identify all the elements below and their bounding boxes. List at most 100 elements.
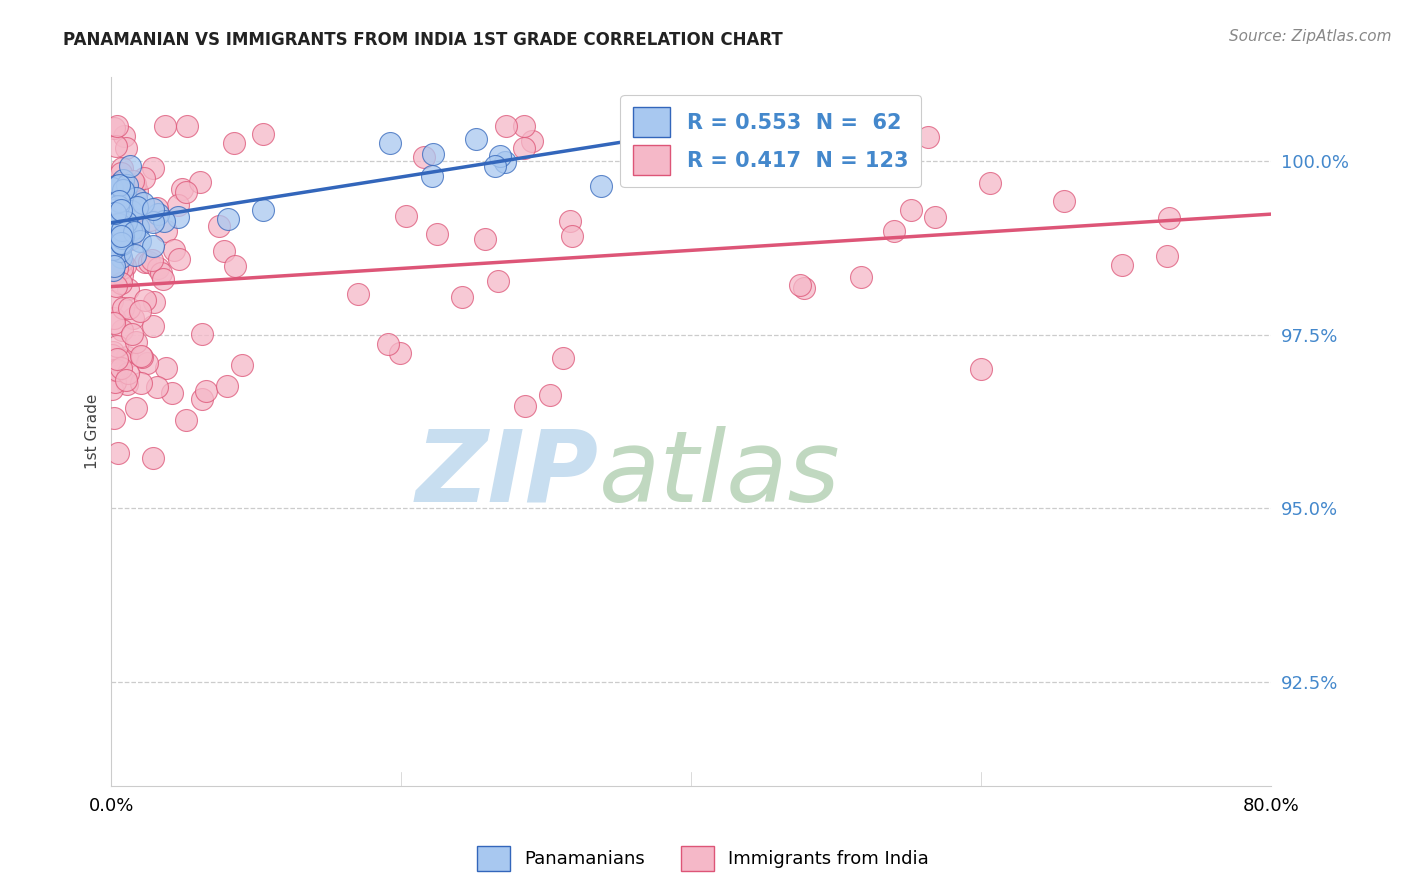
Point (110, 226, 132, 240)
Point (900, 203, 922, 218)
Point (129, 303, 152, 318)
Point (104, 179, 127, 194)
Point (120, 232, 142, 246)
Y-axis label: 1st Grade: 1st Grade (86, 394, 100, 469)
Point (166, 197, 188, 211)
Point (103, 259, 125, 273)
Point (217, 379, 239, 393)
Point (142, 215, 165, 229)
Point (129, 376, 152, 390)
Point (101, 268, 124, 283)
Point (112, 199, 135, 213)
Point (108, 227, 131, 242)
Point (231, 358, 253, 372)
Point (112, 173, 135, 187)
Point (142, 161, 165, 175)
Point (222, 136, 245, 150)
Point (513, 140, 536, 154)
Point (252, 127, 274, 141)
Point (101, 344, 124, 359)
Point (883, 224, 905, 238)
Point (104, 279, 127, 293)
Point (464, 132, 486, 146)
Point (134, 254, 156, 268)
Text: Source: ZipAtlas.com: Source: ZipAtlas.com (1229, 29, 1392, 44)
Point (484, 160, 506, 174)
Point (153, 119, 176, 133)
Point (117, 377, 139, 392)
Point (389, 346, 412, 360)
Point (139, 212, 162, 227)
Point (124, 178, 146, 192)
Point (495, 119, 517, 133)
Point (377, 337, 399, 351)
Point (188, 175, 211, 189)
Point (121, 327, 143, 342)
Point (163, 243, 186, 257)
Point (101, 348, 124, 362)
Point (111, 254, 134, 268)
Point (131, 350, 153, 364)
Point (152, 271, 174, 285)
Point (114, 141, 136, 155)
Point (101, 294, 124, 309)
Point (394, 209, 416, 223)
Point (104, 220, 127, 235)
Point (108, 222, 131, 236)
Point (105, 138, 128, 153)
Point (134, 170, 156, 185)
Point (515, 399, 537, 413)
Point (104, 206, 127, 220)
Point (553, 351, 575, 366)
Point (108, 244, 131, 259)
Point (793, 281, 815, 295)
Point (132, 195, 155, 210)
Point (426, 227, 449, 242)
Point (979, 177, 1001, 191)
Point (111, 223, 134, 237)
Point (494, 155, 516, 169)
Text: PANAMANIAN VS IMMIGRANTS FROM INDIA 1ST GRADE CORRELATION CHART: PANAMANIAN VS IMMIGRANTS FROM INDIA 1ST … (63, 31, 783, 49)
Point (103, 410, 125, 425)
Point (118, 159, 141, 173)
Text: ZIP: ZIP (416, 425, 599, 523)
Point (103, 120, 125, 135)
Point (378, 136, 401, 151)
Point (486, 275, 509, 289)
Point (422, 146, 444, 161)
Point (114, 186, 136, 200)
Point (111, 323, 134, 337)
Point (110, 166, 132, 180)
Point (347, 287, 370, 301)
Point (125, 335, 148, 350)
Point (110, 236, 132, 251)
Point (111, 221, 134, 235)
Point (112, 224, 135, 238)
Point (105, 223, 128, 237)
Point (105, 363, 128, 377)
Point (191, 392, 214, 406)
Point (108, 217, 131, 231)
Point (131, 351, 153, 365)
Point (120, 203, 142, 218)
Point (145, 201, 167, 215)
Point (107, 199, 129, 213)
Point (122, 311, 145, 326)
Point (103, 362, 125, 376)
Point (413, 150, 436, 164)
Point (924, 210, 946, 224)
Point (117, 282, 139, 296)
Legend: R = 0.553  N =  62, R = 0.417  N = 123: R = 0.553 N = 62, R = 0.417 N = 123 (620, 95, 921, 187)
Point (160, 386, 183, 401)
Text: atlas: atlas (599, 425, 841, 523)
Point (170, 182, 193, 196)
Point (117, 366, 139, 380)
Point (1111, 258, 1133, 272)
Point (127, 184, 149, 198)
Point (176, 119, 198, 133)
Point (117, 178, 139, 192)
Point (146, 261, 169, 276)
Point (101, 219, 124, 234)
Point (142, 451, 165, 466)
Point (591, 179, 613, 194)
